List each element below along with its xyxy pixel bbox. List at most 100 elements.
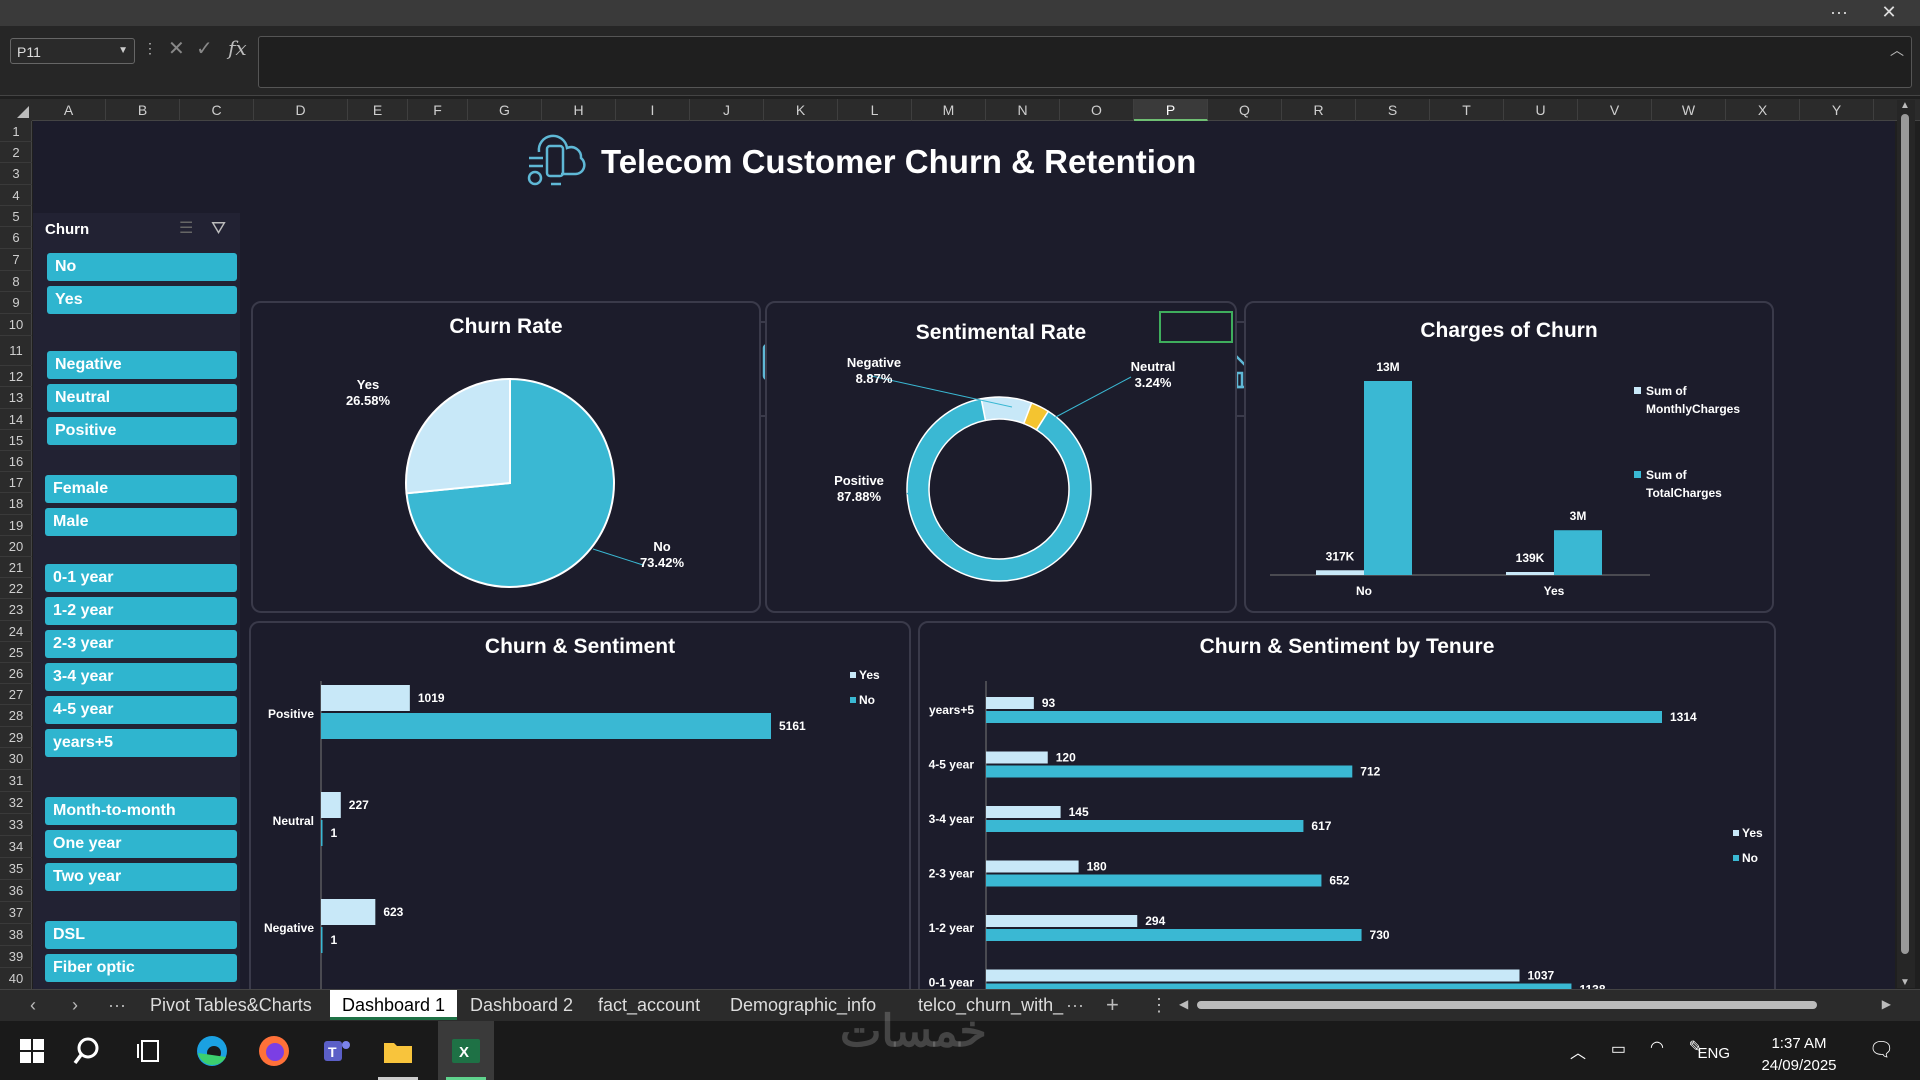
chevron-up-icon[interactable]: ︿ [1890, 42, 1904, 58]
legend-swatch[interactable] [1634, 471, 1641, 478]
column-header-S[interactable]: S [1356, 99, 1430, 121]
bar-sum-of-monthlycharges-no[interactable] [1316, 570, 1364, 575]
column-header-G[interactable]: G [468, 99, 542, 121]
column-header-R[interactable]: R [1282, 99, 1356, 121]
legend-swatch[interactable] [1634, 387, 1641, 394]
slicer-item[interactable]: No [47, 253, 237, 281]
row-header-40[interactable]: 40 [0, 968, 32, 990]
column-header-U[interactable]: U [1504, 99, 1578, 121]
row-header-33[interactable]: 33 [0, 814, 32, 836]
bar-yes-1-2-year[interactable] [986, 915, 1138, 927]
row-header-36[interactable]: 36 [0, 880, 32, 902]
slicer-item[interactable]: Two year [45, 863, 237, 891]
grip-icon[interactable]: ⋮ [143, 40, 157, 56]
row-header-21[interactable]: 21 [0, 557, 32, 579]
bar-no-1-2-year[interactable] [986, 929, 1362, 941]
column-header-N[interactable]: N [986, 99, 1060, 121]
select-all-button[interactable] [0, 99, 32, 121]
churn-sentiment-bar-chart[interactable]: 1019 5161 Positive 227 1 Neutral 623 1 Negative Y… [251, 623, 911, 989]
row-header-28[interactable]: 28 [0, 705, 32, 727]
row-header-16[interactable]: 16 [0, 451, 32, 473]
chevron-down-icon[interactable]: ▼ [118, 45, 128, 56]
slicer-item[interactable]: Positive [47, 417, 237, 445]
sheet-tab[interactable]: telco_churn_with_ [918, 995, 1064, 1015]
scroll-thumb[interactable] [1197, 1001, 1817, 1009]
row-header-6[interactable]: 6 [0, 227, 32, 249]
bar-yes-3-4-year[interactable] [986, 806, 1061, 818]
active-cell-P11[interactable] [1159, 311, 1233, 343]
bar-no-positive[interactable] [321, 713, 771, 739]
bar-no-negative[interactable] [321, 927, 323, 953]
bar-yes-4-5-year[interactable] [986, 751, 1048, 764]
charges-of-churn-bar-chart[interactable]: 317K 13M No 139K 3M Yes Sum of MonthlyCharges Su… [1246, 303, 1774, 613]
bar-yes-2-3-year[interactable] [986, 860, 1079, 873]
column-header-T[interactable]: T [1430, 99, 1504, 121]
row-header-18[interactable]: 18 [0, 493, 32, 515]
row-header-7[interactable]: 7 [0, 249, 32, 271]
row-header-15[interactable]: 15 [0, 430, 32, 451]
close-icon[interactable]: ✕ [1881, 2, 1897, 22]
slicer-item[interactable]: Fiber optic [45, 954, 237, 982]
row-header-34[interactable]: 34 [0, 836, 32, 858]
slicer-item[interactable]: Female [45, 475, 237, 503]
clock-date[interactable]: 24/09/2025 [1761, 1057, 1837, 1074]
row-header-22[interactable]: 22 [0, 578, 32, 600]
row-header-23[interactable]: 23 [0, 599, 32, 621]
row-header-32[interactable]: 32 [0, 792, 32, 814]
donut-slice-negative[interactable] [980, 396, 1033, 425]
slicer-item[interactable]: Neutral [47, 384, 237, 412]
scroll-right-icon[interactable]: ▶ [1881, 997, 1891, 1011]
column-header-W[interactable]: W [1652, 99, 1726, 121]
column-header-V[interactable]: V [1578, 99, 1652, 121]
tray-overflow-icon[interactable]: ︿ [1569, 1045, 1586, 1062]
column-header-C[interactable]: C [180, 99, 254, 121]
tab-overflow-icon[interactable]: ··· [1066, 995, 1084, 1015]
bar-no-neutral[interactable] [321, 820, 323, 846]
row-header-12[interactable]: 12 [0, 366, 32, 388]
language-indicator[interactable]: ENG [1697, 1045, 1730, 1062]
slicer-item[interactable]: 0-1 year [45, 564, 237, 592]
slicer-item[interactable]: One year [45, 830, 237, 858]
column-header-D[interactable]: D [254, 99, 348, 121]
column-header-K[interactable]: K [764, 99, 838, 121]
bar-yes-0-1-year[interactable] [986, 969, 1520, 982]
bar-sum-of-totalcharges-yes[interactable] [1554, 530, 1602, 575]
row-header-26[interactable]: 26 [0, 663, 32, 685]
check-icon[interactable]: ✓ [196, 38, 213, 60]
battery-icon[interactable]: ▭ [1610, 1041, 1626, 1058]
tab-next-icon[interactable]: › [72, 995, 78, 1015]
pen-icon[interactable]: ✎ [1688, 1039, 1702, 1056]
teams-icon[interactable]: T [316, 1031, 356, 1071]
row-header-3[interactable]: 3 [0, 163, 32, 185]
row-header-11[interactable]: 11 [0, 336, 32, 367]
slicer-item[interactable]: 2-3 year [45, 630, 237, 658]
column-header-X[interactable]: X [1726, 99, 1800, 121]
pie-slice-yes[interactable] [405, 377, 511, 495]
sheet-tab[interactable]: Dashboard 2 [470, 995, 574, 1015]
row-header-10[interactable]: 10 [0, 314, 32, 337]
bar-sum-of-monthlycharges-yes[interactable] [1506, 572, 1554, 575]
row-header-29[interactable]: 29 [0, 727, 32, 748]
insert-function-icon[interactable]: fx [228, 36, 247, 60]
row-header-9[interactable]: 9 [0, 292, 32, 315]
clock-time[interactable]: 1:37 AM [1771, 1035, 1827, 1052]
row-header-2[interactable]: 2 [0, 142, 32, 164]
vertical-scrollbar[interactable]: ▲ ▼ [1897, 100, 1915, 988]
row-header-37[interactable]: 37 [0, 902, 32, 924]
row-header-5[interactable]: 5 [0, 206, 32, 227]
sheet-tab[interactable]: Demographic_info [730, 995, 877, 1015]
row-header-1[interactable]: 1 [0, 121, 32, 143]
slicer-item[interactable]: 1-2 year [45, 597, 237, 625]
donut-slice-positive[interactable] [906, 397, 1092, 582]
bar-no-2-3-year[interactable] [986, 874, 1322, 887]
row-header-4[interactable]: 4 [0, 185, 32, 206]
more-horiz-icon[interactable]: ··· [1830, 2, 1848, 22]
legend-swatch[interactable] [850, 697, 856, 703]
column-header-O[interactable]: O [1060, 99, 1134, 121]
row-header-31[interactable]: 31 [0, 770, 32, 792]
row-header-24[interactable]: 24 [0, 621, 32, 642]
bar-sum-of-totalcharges-no[interactable] [1364, 381, 1412, 575]
column-header-Q[interactable]: Q [1208, 99, 1282, 121]
row-header-13[interactable]: 13 [0, 387, 32, 409]
